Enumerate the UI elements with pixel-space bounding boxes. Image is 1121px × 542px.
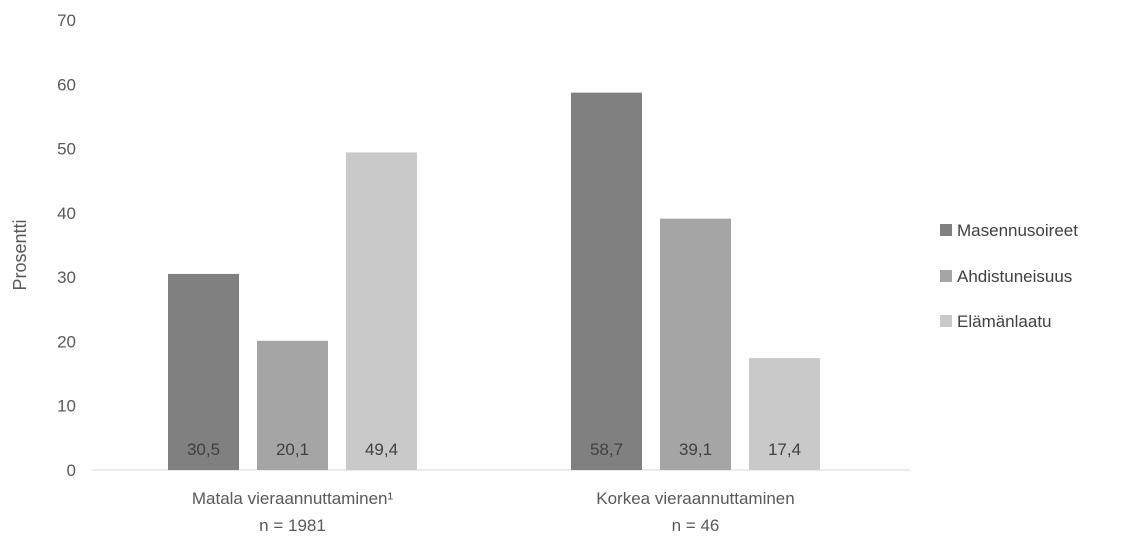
y-tick-label: 70	[57, 11, 76, 30]
legend-swatch	[940, 315, 952, 327]
y-axis-ticks: 0 10 20 30 40 50 60 70	[57, 11, 76, 480]
y-tick-label: 30	[57, 268, 76, 287]
y-tick-label: 50	[57, 140, 76, 159]
y-tick-label: 60	[57, 75, 76, 94]
bar-ahdistuneisuus	[257, 340, 328, 470]
category-sublabel: n = 46	[672, 516, 720, 535]
bar-elämänlaatu	[749, 358, 820, 470]
y-tick-label: 20	[57, 332, 76, 351]
data-label: 20,1	[276, 440, 309, 459]
legend-swatch	[940, 224, 952, 236]
y-axis-title: Prosentti	[10, 219, 30, 290]
data-label: 58,7	[590, 440, 623, 459]
category-sublabel: n = 1981	[259, 516, 326, 535]
data-label: 30,5	[187, 440, 220, 459]
y-tick-label: 0	[67, 461, 76, 480]
data-label: 17,4	[768, 440, 801, 459]
legend-label: Masennusoireet	[957, 221, 1078, 240]
legend: Masennusoireet Ahdistuneisuus Elämänlaatu	[940, 221, 1078, 331]
bars: 30,5 58,7 20,1 39,1 49,4 17,4	[168, 92, 820, 471]
data-label: 49,4	[365, 440, 398, 459]
bar-masennusoireet	[571, 92, 642, 471]
bar-ahdistuneisuus	[660, 218, 731, 470]
legend-label: Elämänlaatu	[957, 312, 1052, 331]
category-label: Korkea vieraannuttaminen	[596, 489, 794, 508]
legend-label: Ahdistuneisuus	[957, 267, 1072, 286]
y-tick-label: 10	[57, 397, 76, 416]
bar-masennusoireet	[168, 273, 239, 470]
data-label: 39,1	[679, 440, 712, 459]
category-label: Matala vieraannuttaminen¹	[192, 489, 394, 508]
bar-elämänlaatu	[346, 152, 417, 470]
category-labels: Matala vieraannuttaminen¹ n = 1981 Korkea …	[192, 489, 795, 535]
legend-swatch	[940, 270, 952, 282]
y-tick-label: 40	[57, 204, 76, 223]
